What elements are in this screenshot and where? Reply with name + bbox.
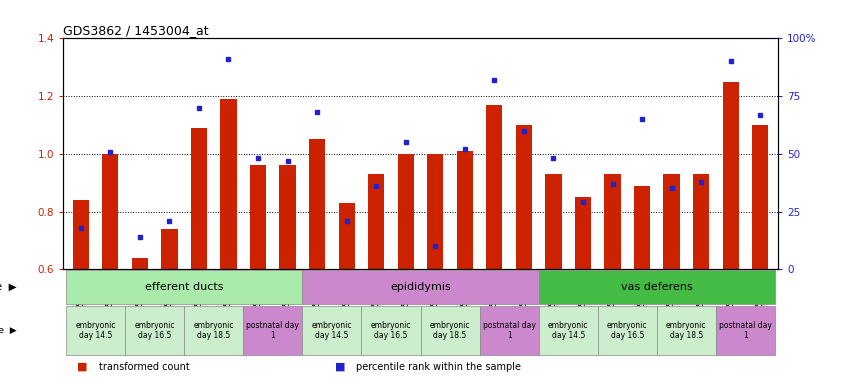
Text: efferent ducts: efferent ducts <box>145 282 224 292</box>
Text: postnatal day
1: postnatal day 1 <box>246 321 299 341</box>
Text: percentile rank within the sample: percentile rank within the sample <box>357 362 521 372</box>
Bar <box>279 166 296 269</box>
Bar <box>664 174 680 269</box>
Text: GDS3862 / 1453004_at: GDS3862 / 1453004_at <box>63 24 209 37</box>
Text: embryonic
day 16.5: embryonic day 16.5 <box>135 321 175 341</box>
Bar <box>538 306 598 356</box>
Bar <box>243 306 303 356</box>
Bar <box>486 105 502 269</box>
Text: ■: ■ <box>335 362 345 372</box>
Text: transformed count: transformed count <box>98 362 189 372</box>
Bar <box>657 306 716 356</box>
Bar <box>309 139 325 269</box>
Bar <box>605 174 621 269</box>
Bar <box>66 270 303 305</box>
Bar <box>634 185 650 269</box>
Text: ■: ■ <box>77 362 87 372</box>
Bar <box>427 154 443 269</box>
Bar <box>191 128 207 269</box>
Bar <box>538 270 775 305</box>
Bar <box>722 82 738 269</box>
Bar <box>125 306 184 356</box>
Bar <box>250 166 266 269</box>
Text: embryonic
day 16.5: embryonic day 16.5 <box>371 321 411 341</box>
Bar <box>132 258 148 269</box>
Bar <box>303 306 362 356</box>
Text: embryonic
day 18.5: embryonic day 18.5 <box>430 321 470 341</box>
Text: postnatal day
1: postnatal day 1 <box>483 321 536 341</box>
Text: embryonic
day 18.5: embryonic day 18.5 <box>666 321 706 341</box>
Bar <box>303 270 538 305</box>
Bar <box>545 174 562 269</box>
Bar <box>598 306 657 356</box>
Bar <box>161 229 177 269</box>
Bar <box>479 306 538 356</box>
Bar <box>575 197 591 269</box>
Text: embryonic
day 18.5: embryonic day 18.5 <box>193 321 234 341</box>
Bar <box>362 306 420 356</box>
Bar <box>752 125 769 269</box>
Bar <box>184 306 243 356</box>
Bar <box>693 174 709 269</box>
Text: epididymis: epididymis <box>390 282 451 292</box>
Bar <box>368 174 384 269</box>
Text: embryonic
day 14.5: embryonic day 14.5 <box>312 321 352 341</box>
Bar <box>220 99 236 269</box>
Text: embryonic
day 14.5: embryonic day 14.5 <box>548 321 589 341</box>
Bar <box>516 125 532 269</box>
Bar <box>103 154 119 269</box>
Bar <box>72 200 89 269</box>
Text: tissue  ▶: tissue ▶ <box>0 282 17 292</box>
Bar <box>457 151 473 269</box>
Bar <box>66 306 125 356</box>
Text: embryonic
day 16.5: embryonic day 16.5 <box>607 321 648 341</box>
Text: development stage  ▶: development stage ▶ <box>0 326 17 335</box>
Text: postnatal day
1: postnatal day 1 <box>719 321 772 341</box>
Bar <box>420 306 479 356</box>
Text: vas deferens: vas deferens <box>621 282 693 292</box>
Bar <box>716 306 775 356</box>
Text: embryonic
day 14.5: embryonic day 14.5 <box>76 321 116 341</box>
Bar <box>398 154 414 269</box>
Bar <box>339 203 355 269</box>
